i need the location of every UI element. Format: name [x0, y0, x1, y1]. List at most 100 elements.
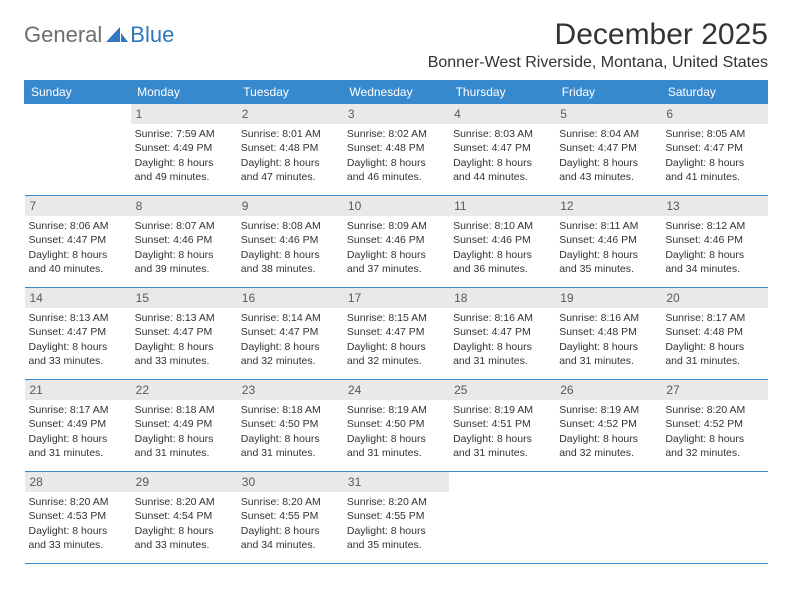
daylight-text: Daylight: 8 hours and 38 minutes.: [241, 248, 339, 276]
sunset-text: Sunset: 4:47 PM: [453, 325, 551, 339]
sunrise-text: Sunrise: 8:20 AM: [665, 403, 763, 417]
daylight-text: Daylight: 8 hours and 35 minutes.: [347, 524, 445, 552]
daylight-text: Daylight: 8 hours and 34 minutes.: [241, 524, 339, 552]
sunrise-text: Sunrise: 8:06 AM: [29, 219, 127, 233]
calendar-cell: 18Sunrise: 8:16 AMSunset: 4:47 PMDayligh…: [449, 288, 555, 380]
sunset-text: Sunset: 4:47 PM: [29, 325, 127, 339]
daylight-text: Daylight: 8 hours and 47 minutes.: [241, 156, 339, 184]
sunrise-text: Sunrise: 8:18 AM: [135, 403, 233, 417]
day-number: 17: [343, 288, 449, 308]
daylight-text: Daylight: 8 hours and 32 minutes.: [241, 340, 339, 368]
day-number: 11: [449, 196, 555, 216]
sunset-text: Sunset: 4:47 PM: [135, 325, 233, 339]
day-number: 26: [555, 380, 661, 400]
sunrise-text: Sunrise: 8:17 AM: [29, 403, 127, 417]
calendar-cell: 22 Sunrise: 8:18 AMSunset: 4:49 PMDayligh…: [131, 380, 237, 472]
calendar-cell: 24Sunrise: 8:19 AMSunset: 4:50 PMDayligh…: [343, 380, 449, 472]
sunset-text: Sunset: 4:46 PM: [347, 233, 445, 247]
day-number: 2: [237, 104, 343, 124]
calendar-cell: 25Sunrise: 8:19 AMSunset: 4:51 PMDayligh…: [449, 380, 555, 472]
sunrise-text: Sunrise: 8:05 AM: [665, 127, 763, 141]
sunset-text: Sunset: 4:47 PM: [347, 325, 445, 339]
title-block: December 2025 Bonner-West Riverside, Mon…: [428, 18, 768, 72]
day-number: 21: [25, 380, 131, 400]
daylight-text: Daylight: 8 hours and 33 minutes.: [29, 340, 127, 368]
day-number: 29: [131, 472, 237, 492]
sunrise-text: Sunrise: 8:19 AM: [559, 403, 657, 417]
calendar-cell: [555, 472, 661, 564]
calendar-cell: 8Sunrise: 8:07 AMSunset: 4:46 PMDaylight…: [131, 196, 237, 288]
day-number: 1: [131, 104, 237, 124]
day-number: 15: [131, 288, 237, 308]
sunset-text: Sunset: 4:48 PM: [241, 141, 339, 155]
daylight-text: Daylight: 8 hours and 33 minutes.: [135, 524, 233, 552]
logo-word2: Blue: [130, 22, 174, 48]
day-number: 14: [25, 288, 131, 308]
daylight-text: Daylight: 8 hours and 43 minutes.: [559, 156, 657, 184]
sunrise-text: Sunrise: 8:01 AM: [241, 127, 339, 141]
sunrise-text: Sunrise: 8:19 AM: [453, 403, 551, 417]
sunrise-text: Sunrise: 8:13 AM: [135, 311, 233, 325]
day-number: 7: [25, 196, 131, 216]
daylight-text: Daylight: 8 hours and 37 minutes.: [347, 248, 445, 276]
calendar-cell: 13Sunrise: 8:12 AMSunset: 4:46 PMDayligh…: [661, 196, 767, 288]
page-header: General Blue December 2025 Bonner-West R…: [24, 18, 768, 72]
daylight-text: Daylight: 8 hours and 41 minutes.: [665, 156, 763, 184]
daylight-text: Daylight: 8 hours and 31 minutes.: [241, 432, 339, 460]
calendar-cell: 19Sunrise: 8:16 AMSunset: 4:48 PMDayligh…: [555, 288, 661, 380]
logo-word1: General: [24, 22, 102, 48]
calendar-cell: 6Sunrise: 8:05 AMSunset: 4:47 PMDaylight…: [661, 104, 767, 196]
sunrise-text: Sunrise: 8:12 AM: [665, 219, 763, 233]
day-number: 25: [449, 380, 555, 400]
calendar-cell: 1Sunrise: 7:59 AMSunset: 4:49 PMDaylight…: [131, 104, 237, 196]
daylight-text: Daylight: 8 hours and 35 minutes.: [559, 248, 657, 276]
sunset-text: Sunset: 4:46 PM: [665, 233, 763, 247]
sunrise-text: Sunrise: 8:13 AM: [29, 311, 127, 325]
sunset-text: Sunset: 4:49 PM: [135, 141, 233, 155]
calendar-cell: 21Sunrise: 8:17 AMSunset: 4:49 PMDayligh…: [25, 380, 131, 472]
sunrise-text: Sunrise: 8:20 AM: [29, 495, 127, 509]
sunrise-text: Sunrise: 8:17 AM: [665, 311, 763, 325]
day-number: 10: [343, 196, 449, 216]
calendar-cell: 16Sunrise: 8:14 AMSunset: 4:47 PMDayligh…: [237, 288, 343, 380]
day-number: 9: [237, 196, 343, 216]
sunrise-text: Sunrise: 8:15 AM: [347, 311, 445, 325]
day-number: 22: [131, 380, 237, 400]
sunset-text: Sunset: 4:47 PM: [241, 325, 339, 339]
daylight-text: Daylight: 8 hours and 34 minutes.: [665, 248, 763, 276]
calendar-cell: 10Sunrise: 8:09 AMSunset: 4:46 PMDayligh…: [343, 196, 449, 288]
calendar-row: 7Sunrise: 8:06 AMSunset: 4:47 PMDaylight…: [25, 196, 768, 288]
daylight-text: Daylight: 8 hours and 31 minutes.: [347, 432, 445, 460]
day-header-row: Sunday Monday Tuesday Wednesday Thursday…: [25, 81, 768, 104]
sunset-text: Sunset: 4:49 PM: [135, 417, 233, 431]
daylight-text: Daylight: 8 hours and 31 minutes.: [559, 340, 657, 368]
daylight-text: Daylight: 8 hours and 32 minutes.: [559, 432, 657, 460]
daylight-text: Daylight: 8 hours and 32 minutes.: [665, 432, 763, 460]
location-text: Bonner-West Riverside, Montana, United S…: [428, 54, 768, 72]
daylight-text: Daylight: 8 hours and 33 minutes.: [29, 524, 127, 552]
daylight-text: Daylight: 8 hours and 31 minutes.: [135, 432, 233, 460]
calendar-cell: 31Sunrise: 8:20 AMSunset: 4:55 PMDayligh…: [343, 472, 449, 564]
calendar-cell: 15 Sunrise: 8:13 AMSunset: 4:47 PMDayligh…: [131, 288, 237, 380]
sunset-text: Sunset: 4:53 PM: [29, 509, 127, 523]
calendar-cell: [449, 472, 555, 564]
calendar-cell: 23Sunrise: 8:18 AMSunset: 4:50 PMDayligh…: [237, 380, 343, 472]
daylight-text: Daylight: 8 hours and 32 minutes.: [347, 340, 445, 368]
sunrise-text: Sunrise: 8:07 AM: [135, 219, 233, 233]
day-header: Friday: [555, 81, 661, 104]
sail-icon: [106, 27, 128, 48]
calendar-row: 14Sunrise: 8:13 AMSunset: 4:47 PMDayligh…: [25, 288, 768, 380]
calendar-cell: 2 Sunrise: 8:01 AMSunset: 4:48 PMDaylight…: [237, 104, 343, 196]
calendar-cell: 26Sunrise: 8:19 AMSunset: 4:52 PMDayligh…: [555, 380, 661, 472]
day-number: 28: [25, 472, 131, 492]
day-number: 20: [661, 288, 767, 308]
calendar-cell: 11Sunrise: 8:10 AMSunset: 4:46 PMDayligh…: [449, 196, 555, 288]
sunrise-text: Sunrise: 7:59 AM: [135, 127, 233, 141]
sunrise-text: Sunrise: 8:20 AM: [135, 495, 233, 509]
daylight-text: Daylight: 8 hours and 33 minutes.: [135, 340, 233, 368]
sunset-text: Sunset: 4:50 PM: [241, 417, 339, 431]
calendar-row: 28Sunrise: 8:20 AMSunset: 4:53 PMDayligh…: [25, 472, 768, 564]
calendar-cell: [25, 104, 131, 196]
logo: General Blue: [24, 18, 174, 48]
sunset-text: Sunset: 4:46 PM: [241, 233, 339, 247]
